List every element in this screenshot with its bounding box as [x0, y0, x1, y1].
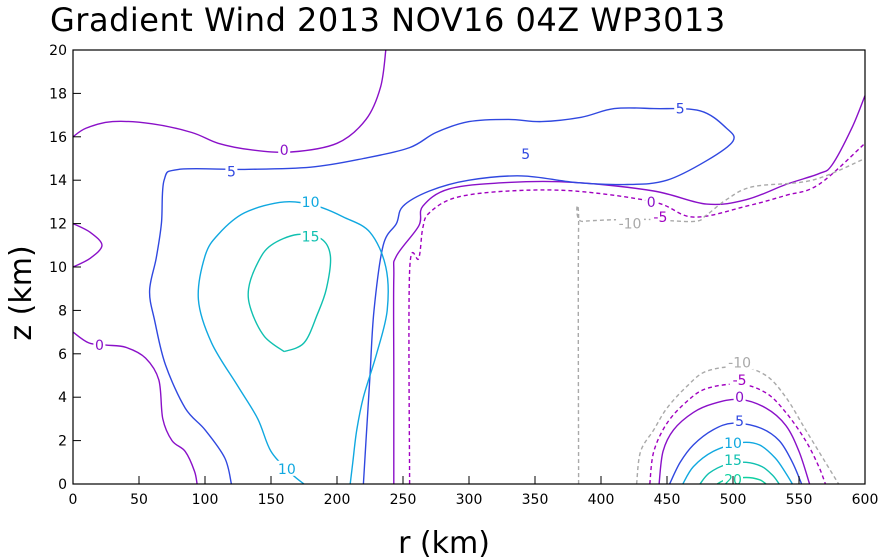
x-tick-label: 400 — [588, 492, 615, 508]
contour-label: 15 — [724, 453, 742, 469]
y-tick-label: 10 — [49, 260, 67, 276]
contour-label: -10 — [619, 217, 642, 233]
contour-line-10 — [682, 441, 793, 485]
contour-label: 10 — [278, 462, 296, 478]
contour-label-bg — [93, 337, 106, 353]
contour-line-0 — [72, 222, 103, 268]
y-tick-label: 20 — [49, 43, 67, 59]
contour-label: -10 — [728, 355, 751, 371]
y-tick-label: 6 — [58, 347, 67, 363]
contour-label: 5 — [227, 165, 236, 181]
y-axis-label: z (km) — [4, 245, 39, 340]
contour-label: 0 — [647, 195, 656, 211]
contour-label-bg — [725, 354, 754, 370]
contour-label-bg — [225, 163, 238, 179]
contour-line-10 — [197, 200, 389, 485]
contour-label: 0 — [280, 143, 289, 159]
contour-lines — [72, 49, 866, 485]
contour-label-bg — [278, 141, 291, 157]
contour-label-bg — [616, 215, 645, 231]
x-tick-label: 300 — [456, 492, 483, 508]
y-axis: 0 2 4 6 8 10 12 14 16 18 20 — [49, 43, 81, 493]
contour-label-bg — [519, 146, 532, 162]
contour-line-neg5 — [408, 142, 866, 485]
chart-title: Gradient Wind 2013 NOV16 04Z WP3013 — [50, 1, 726, 39]
contour-label-bg — [674, 100, 687, 116]
contour-label-bg — [300, 228, 321, 244]
y-tick-label: 4 — [58, 390, 67, 406]
x-tick-label: 100 — [192, 492, 219, 508]
contour-label: 10 — [302, 195, 320, 211]
y-tick-label: 2 — [58, 434, 67, 450]
contour-label-bg — [733, 389, 746, 405]
x-tick-label: 450 — [654, 492, 681, 508]
x-tick-label: 600 — [852, 492, 879, 508]
contour-label-bg — [300, 193, 321, 209]
contour-label: 10 — [724, 436, 742, 452]
x-axis-label: r (km) — [398, 526, 490, 560]
x-tick-label: 200 — [324, 492, 351, 508]
contour-label-bg — [723, 452, 743, 468]
contour-label-bg — [729, 371, 750, 387]
contour-label: 15 — [302, 230, 320, 246]
contour-label: 5 — [676, 102, 685, 118]
y-tick-label: 0 — [58, 477, 67, 493]
contour-label: 5 — [521, 147, 530, 163]
contour-line-0 — [392, 95, 866, 484]
contour-line-neg10 — [576, 157, 866, 485]
contour-label-bg — [733, 413, 746, 429]
contour-line-20 — [716, 476, 767, 485]
x-tick-label: 500 — [720, 492, 747, 508]
contour-label: -5 — [653, 210, 667, 226]
contour-label: 0 — [735, 390, 744, 406]
contour-line-0 — [658, 398, 811, 485]
x-tick-label: 250 — [390, 492, 417, 508]
contour-label: 0 — [95, 338, 104, 354]
contour-line-0 — [72, 49, 387, 154]
y-tick-label: 16 — [49, 130, 67, 146]
x-tick-label: 150 — [258, 492, 285, 508]
x-tick-label: 50 — [130, 492, 148, 508]
contour-label-bg — [650, 209, 671, 225]
x-tick-label: 350 — [522, 492, 549, 508]
x-tick-label: 0 — [69, 492, 78, 508]
y-tick-label: 8 — [58, 303, 67, 319]
contour-label-bg — [645, 193, 658, 209]
contour-line-5 — [148, 107, 735, 485]
y-tick-label: 18 — [49, 86, 67, 102]
y-tick-label: 12 — [49, 217, 67, 233]
y-tick-label: 14 — [49, 173, 67, 189]
contour-label: 5 — [735, 414, 744, 430]
contour-label-bg — [276, 460, 297, 476]
contour-line-0 — [72, 331, 198, 485]
contour-label: -5 — [733, 373, 747, 389]
contour-line-5 — [668, 422, 803, 485]
contour-line-15 — [699, 461, 780, 485]
plot-frame — [72, 49, 866, 485]
x-tick-label: 550 — [786, 492, 813, 508]
contour-line-15 — [247, 233, 332, 353]
x-axis: 0 50 100 150 200 250 300 350 400 450 500 550 600 — [69, 476, 879, 508]
contour-label-bg — [723, 434, 743, 450]
contour-line-neg10 — [635, 365, 840, 485]
